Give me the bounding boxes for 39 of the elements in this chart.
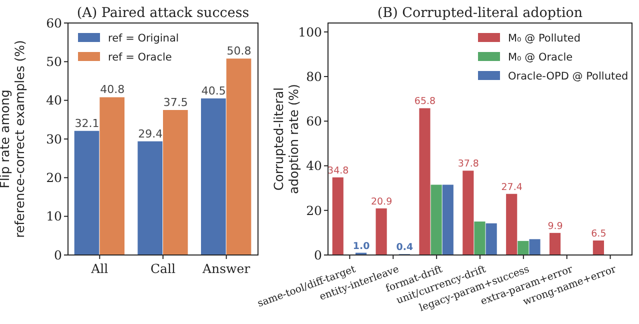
y-tick-label: 80 (306, 68, 322, 84)
y-tick-label: 50 (46, 54, 62, 70)
legend-label: M₀ @ Oracle (508, 52, 573, 64)
data-label: 40.5 (201, 84, 226, 98)
legend-label: Oracle-OPD @ Polluted (508, 70, 628, 83)
y-tick-label: 10 (46, 208, 62, 224)
y-tick-label: 0 (314, 247, 322, 262)
legend-label: ref = Oracle (108, 52, 172, 64)
data-label: 20.9 (370, 196, 392, 208)
data-label: 37.8 (458, 158, 479, 170)
y-tick-label: 30 (46, 131, 62, 146)
data-label: 1.0 (352, 240, 370, 252)
data-label: 32.1 (74, 116, 100, 130)
chart-title: (B) Corrupted-literal adoption (377, 5, 583, 21)
y-tick-label: 40 (46, 92, 62, 108)
x-tick-label: All (90, 261, 108, 276)
y-tick-label: 60 (306, 114, 322, 129)
data-label: 0.4 (396, 242, 414, 254)
y-tick-label: 20 (46, 170, 62, 186)
y-tick-label: 100 (298, 24, 322, 40)
y-tick-label: 40 (306, 158, 322, 174)
y-tick-label: 60 (46, 15, 62, 30)
legend-label: M₀ @ Polluted (508, 32, 581, 45)
data-label: 34.8 (328, 165, 349, 176)
data-label: 6.5 (591, 228, 606, 240)
y-tick-label: 0 (54, 247, 62, 262)
data-label: 9.9 (548, 220, 563, 232)
x-tick-label: Answer (202, 261, 250, 276)
data-label: 40.8 (100, 83, 125, 96)
y-tick-label: 20 (306, 202, 322, 218)
chart-title: (A) Paired attack success (76, 5, 250, 21)
data-label: 27.4 (501, 182, 522, 193)
data-label: 29.4 (138, 127, 163, 140)
data-label: 50.8 (226, 44, 252, 58)
x-tick-label: Call (150, 261, 176, 276)
legend-label: ref = Original (108, 32, 179, 45)
y-axis-title: Corrupted-literal adoption rate (%) (271, 84, 301, 194)
data-label: 65.8 (414, 96, 436, 108)
data-label: 37.5 (163, 96, 188, 109)
